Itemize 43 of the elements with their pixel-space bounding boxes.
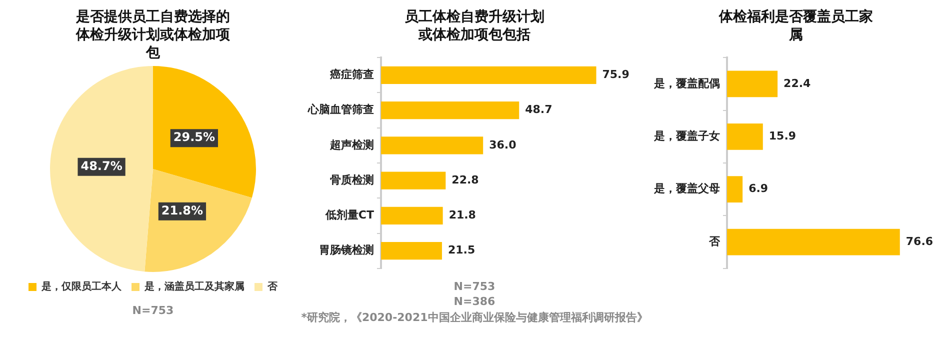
bar [380, 242, 442, 260]
y-tick-label: 是，覆盖配偶 [653, 76, 720, 90]
data-label: 75.9 [602, 68, 629, 82]
bar [380, 102, 519, 120]
data-label: 36.0 [488, 138, 516, 152]
data-label: 21.8 [448, 208, 476, 222]
data-label: 48.7 [524, 103, 552, 116]
bar [380, 66, 596, 84]
data-label: 22.8 [451, 173, 478, 186]
y-tick-label: 是，覆盖父母 [653, 182, 720, 196]
y-tick-label: 骨质检测 [330, 173, 374, 186]
bar [380, 172, 446, 190]
data-label: 48.7% [80, 159, 122, 174]
bar [727, 70, 778, 98]
bar [727, 176, 743, 203]
y-tick-label: 低剂量CT [324, 208, 374, 222]
bar [380, 136, 483, 154]
chart-title: 是否提供员工自费选择的体检升级计划或体检加项包 [74, 8, 231, 62]
text: N=753 [132, 304, 174, 317]
legend-label: 是，仅限员工本人 [40, 280, 122, 293]
legend-label: 是，涵盖员工及其家属 [144, 280, 244, 293]
bar [727, 228, 900, 256]
y-tick-label: 心脑血管筛查 [306, 103, 374, 116]
y-tick-label: 癌症筛查 [328, 68, 374, 82]
y-tick-label: 胃肠镜检测 [318, 244, 374, 257]
text: N=386 [454, 295, 496, 308]
data-label: 76.6 [906, 234, 934, 248]
bar [727, 123, 763, 150]
bar [380, 206, 442, 224]
y-tick-label: 是，覆盖子女 [653, 130, 720, 143]
text: *研究院，《2020-2021中国企业商业保险与健康管理福利调研报告》 [301, 310, 648, 325]
chart-title: 体检福利是否覆盖员工家属 [718, 8, 874, 45]
data-label: 6.9 [748, 182, 768, 196]
data-label: 15.9 [768, 130, 796, 143]
data-label: 22.4 [784, 76, 812, 90]
y-tick-label: 否 [708, 234, 721, 248]
data-label: 21.5 [447, 244, 475, 257]
chart-title: 员工体检自费升级计划或体检加项包包括 [404, 8, 546, 45]
data-label: 29.5% [173, 130, 216, 144]
text: N=753 [454, 280, 496, 293]
legend-label: 否 [266, 282, 278, 293]
data-label: 21.8% [161, 204, 204, 218]
y-tick-label: 超声检测 [328, 138, 374, 152]
